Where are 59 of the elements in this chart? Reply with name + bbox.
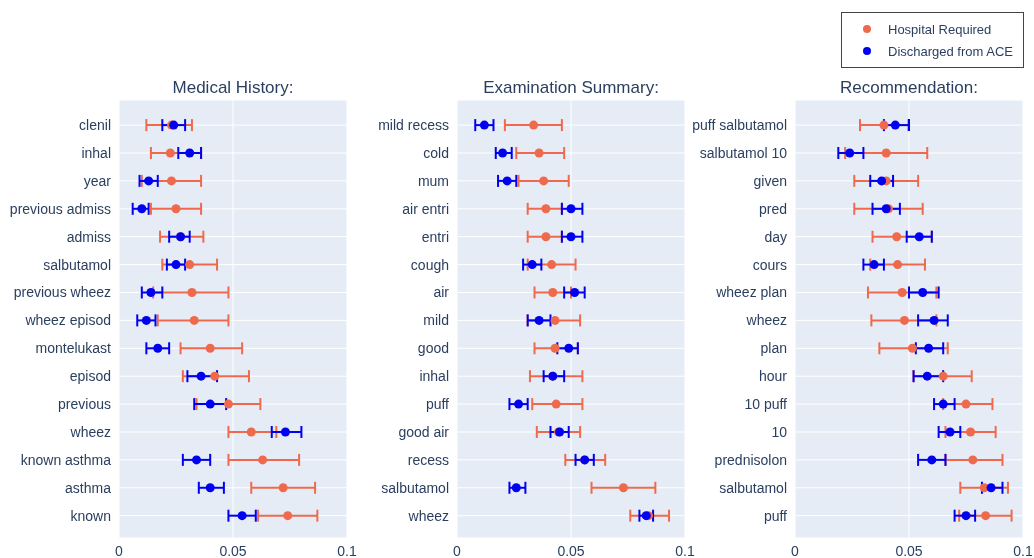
y-tick-label: pred	[758, 200, 787, 217]
y-tick-label: previous wheez	[13, 284, 111, 301]
y-tick-label: hour	[758, 368, 788, 385]
x-tick-label: 0	[791, 542, 800, 558]
x-tick-label: 0.05	[219, 542, 247, 558]
x-tick-label: 0.1	[1013, 542, 1033, 558]
y-tick-label: clenil	[79, 117, 111, 134]
y-tick-label: wheez episod	[24, 312, 111, 329]
chart-title: Examination Summary:	[482, 78, 660, 98]
legend-label: Discharged from ACE	[888, 43, 1013, 59]
y-tick-label: good	[417, 340, 449, 357]
y-tick-label: previous admiss	[9, 200, 111, 217]
y-tick-label: day	[764, 228, 787, 245]
y-tick-label: previous	[58, 396, 111, 413]
y-tick-label: good air	[398, 423, 450, 440]
y-tick-label: admiss	[66, 228, 111, 245]
y-tick-label: inhal	[419, 368, 449, 385]
y-tick-label: recess	[407, 451, 449, 468]
y-tick-label: salbutamol	[43, 256, 111, 273]
legend-label: Hospital Required	[888, 21, 992, 37]
y-tick-label: given	[753, 172, 787, 189]
y-tick-label: wheez plan	[715, 284, 787, 301]
y-tick-label: wheez	[69, 423, 111, 440]
x-tick-label: 0.1	[337, 542, 357, 558]
y-tick-label: 10 puff	[744, 396, 788, 413]
x-tick-label: 0.05	[557, 542, 585, 558]
y-tick-label: salbutamol 10	[699, 144, 788, 161]
y-tick-label: episod	[69, 368, 111, 385]
y-tick-label: wheez	[745, 312, 787, 329]
y-tick-label: air entri	[402, 200, 449, 217]
y-tick-label: asthma	[65, 479, 112, 496]
y-tick-label: known	[70, 507, 111, 524]
y-tick-label: salbutamol	[381, 479, 449, 496]
x-tick-label: 0.1	[675, 542, 695, 558]
y-tick-label: mum	[417, 172, 449, 189]
y-tick-label: cold	[423, 144, 449, 161]
y-tick-label: prednisolon	[714, 451, 787, 468]
y-tick-label: puff salbutamol	[692, 117, 787, 134]
x-tick-label: 0.05	[895, 542, 923, 558]
chart-title: Recommendation:	[839, 78, 979, 98]
y-tick-label: salbutamol	[719, 479, 787, 496]
y-tick-label: mild	[423, 312, 449, 329]
y-tick-label: mild recess	[378, 117, 449, 134]
y-tick-label: cough	[410, 256, 449, 273]
y-tick-label: cours	[752, 256, 787, 273]
y-tick-label: inhal	[81, 144, 111, 161]
x-tick-label: 0	[115, 542, 124, 558]
y-tick-label: montelukast	[35, 340, 112, 357]
y-tick-label: year	[83, 172, 112, 189]
y-tick-label: air	[433, 284, 450, 301]
x-tick-label: 0	[453, 542, 462, 558]
chart-title: Medical History:	[171, 78, 295, 98]
y-tick-label: known asthma	[20, 451, 112, 468]
y-tick-label: puff	[425, 396, 450, 413]
y-tick-label: 10	[771, 423, 788, 440]
y-tick-label: entri	[421, 228, 449, 245]
y-tick-label: puff	[763, 507, 788, 524]
y-tick-label: plan	[760, 340, 787, 357]
y-tick-label: wheez	[407, 507, 449, 524]
